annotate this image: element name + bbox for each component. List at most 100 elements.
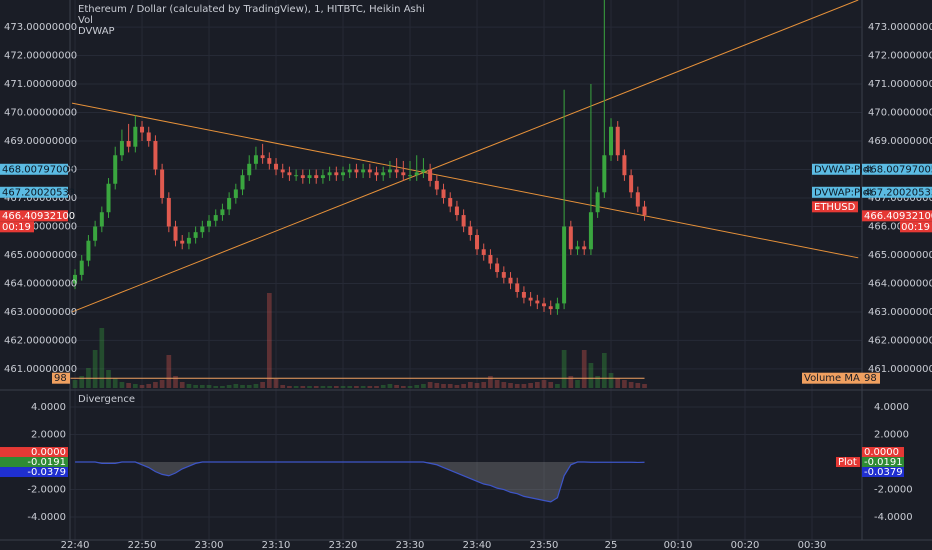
candle-body xyxy=(609,126,614,156)
volume-bar xyxy=(400,386,406,388)
volume-bar xyxy=(132,384,138,388)
divergence-pane xyxy=(75,461,645,503)
candle-body xyxy=(133,126,138,147)
volume-bar xyxy=(447,384,453,388)
candle-body xyxy=(247,163,252,176)
badge-label: -0.0379 xyxy=(864,467,903,478)
volume-bar xyxy=(79,376,85,388)
divergence-line xyxy=(75,461,645,503)
volume-bar xyxy=(534,382,540,388)
badge-label: DVWAP:Plot xyxy=(814,187,873,198)
volume-bar xyxy=(454,385,460,388)
candle-body xyxy=(173,226,178,241)
volume-bar xyxy=(628,382,634,388)
y-tick-label: 470.00000000 xyxy=(868,108,932,119)
volume-bar xyxy=(421,384,426,388)
y-tick-label: 472.00000000 xyxy=(4,51,77,62)
candle-body xyxy=(414,172,419,176)
candle-body xyxy=(475,235,480,250)
badge xyxy=(0,221,34,233)
x-tick-label: 23:20 xyxy=(329,540,358,550)
volume-bar xyxy=(514,384,520,388)
candle-body xyxy=(307,175,312,179)
candle-body xyxy=(428,169,433,181)
candle-body xyxy=(495,263,500,273)
volume-bar xyxy=(635,383,641,388)
volume-bar xyxy=(622,380,627,388)
candle-body xyxy=(334,172,339,176)
candle-body xyxy=(542,303,547,307)
volume-bar xyxy=(333,386,339,388)
volume-bar xyxy=(407,386,413,388)
grid xyxy=(70,0,862,540)
y-tick-label: 471.00000000 xyxy=(868,79,932,90)
candle-body xyxy=(193,232,198,238)
volume-bar xyxy=(555,384,560,388)
candle-body xyxy=(320,175,325,179)
candle-body xyxy=(274,163,279,170)
candle-body xyxy=(287,172,292,176)
volume-bar xyxy=(320,386,326,388)
volume-bar xyxy=(307,386,312,388)
y-tick-label: 471.00000000 xyxy=(4,79,77,90)
y-tick-label: 466.00000000 xyxy=(4,221,77,232)
volume-bar xyxy=(233,384,239,388)
y-tick-label: 462.00000000 xyxy=(4,335,77,346)
volume-bar xyxy=(340,386,346,388)
y-tick-label: 461.00000000 xyxy=(868,364,932,375)
volume-bar xyxy=(521,384,527,388)
candle-body xyxy=(421,169,426,173)
candle-body xyxy=(374,172,379,176)
candle-body xyxy=(240,175,245,190)
badge xyxy=(812,163,860,175)
candle-body xyxy=(481,249,486,255)
volume-bar xyxy=(220,386,225,388)
volume-bar xyxy=(595,376,600,388)
volume-bar xyxy=(354,386,359,388)
y-tick-label: 469.00000000 xyxy=(4,136,77,147)
x-tick-label: 23:10 xyxy=(262,540,291,550)
volume-bar xyxy=(601,353,607,388)
badge-label: -0.0191 xyxy=(27,457,66,468)
volume-bar xyxy=(186,384,192,388)
candle-body xyxy=(86,240,91,261)
badge xyxy=(900,221,932,233)
y-tick-label: -4.0000 xyxy=(27,512,66,523)
badge xyxy=(862,163,932,175)
candle-body xyxy=(99,212,104,227)
badge-label: 00:19 xyxy=(2,222,31,233)
volume-bar xyxy=(280,385,286,388)
divergence-area xyxy=(75,462,645,502)
volume-bar xyxy=(179,382,185,388)
badge-label: 0.0000 xyxy=(31,447,66,458)
candle-body xyxy=(354,169,359,173)
badge-label: -0.0379 xyxy=(27,467,66,478)
y-tick-label: 463.00000000 xyxy=(868,307,932,318)
candle-body xyxy=(595,192,600,213)
badge xyxy=(0,163,68,175)
y-tick-label: 470.00000000 xyxy=(4,108,77,119)
candle-body xyxy=(635,192,640,207)
candle-body xyxy=(622,155,627,176)
candle-body xyxy=(394,169,399,173)
candle-body xyxy=(521,291,526,298)
candle-body xyxy=(508,277,513,284)
volume-bar xyxy=(240,385,245,388)
candle-body xyxy=(146,132,151,142)
y-tick-label: 464.00000000 xyxy=(4,278,77,289)
candle-body xyxy=(441,189,446,198)
badge xyxy=(802,372,862,384)
y-tick-label: 464.00000000 xyxy=(868,278,932,289)
volume-bar xyxy=(246,385,252,388)
volume-bar xyxy=(226,385,232,388)
candle-body xyxy=(387,169,392,173)
candle-body xyxy=(434,180,439,190)
candle-body xyxy=(280,169,285,173)
candle-body xyxy=(528,297,533,301)
candle-body xyxy=(615,126,620,156)
y-tick-label: 462.00000000 xyxy=(868,335,932,346)
volume-bar xyxy=(642,384,647,388)
volume-bar xyxy=(146,384,152,388)
x-tick-label: 23:50 xyxy=(530,540,559,550)
